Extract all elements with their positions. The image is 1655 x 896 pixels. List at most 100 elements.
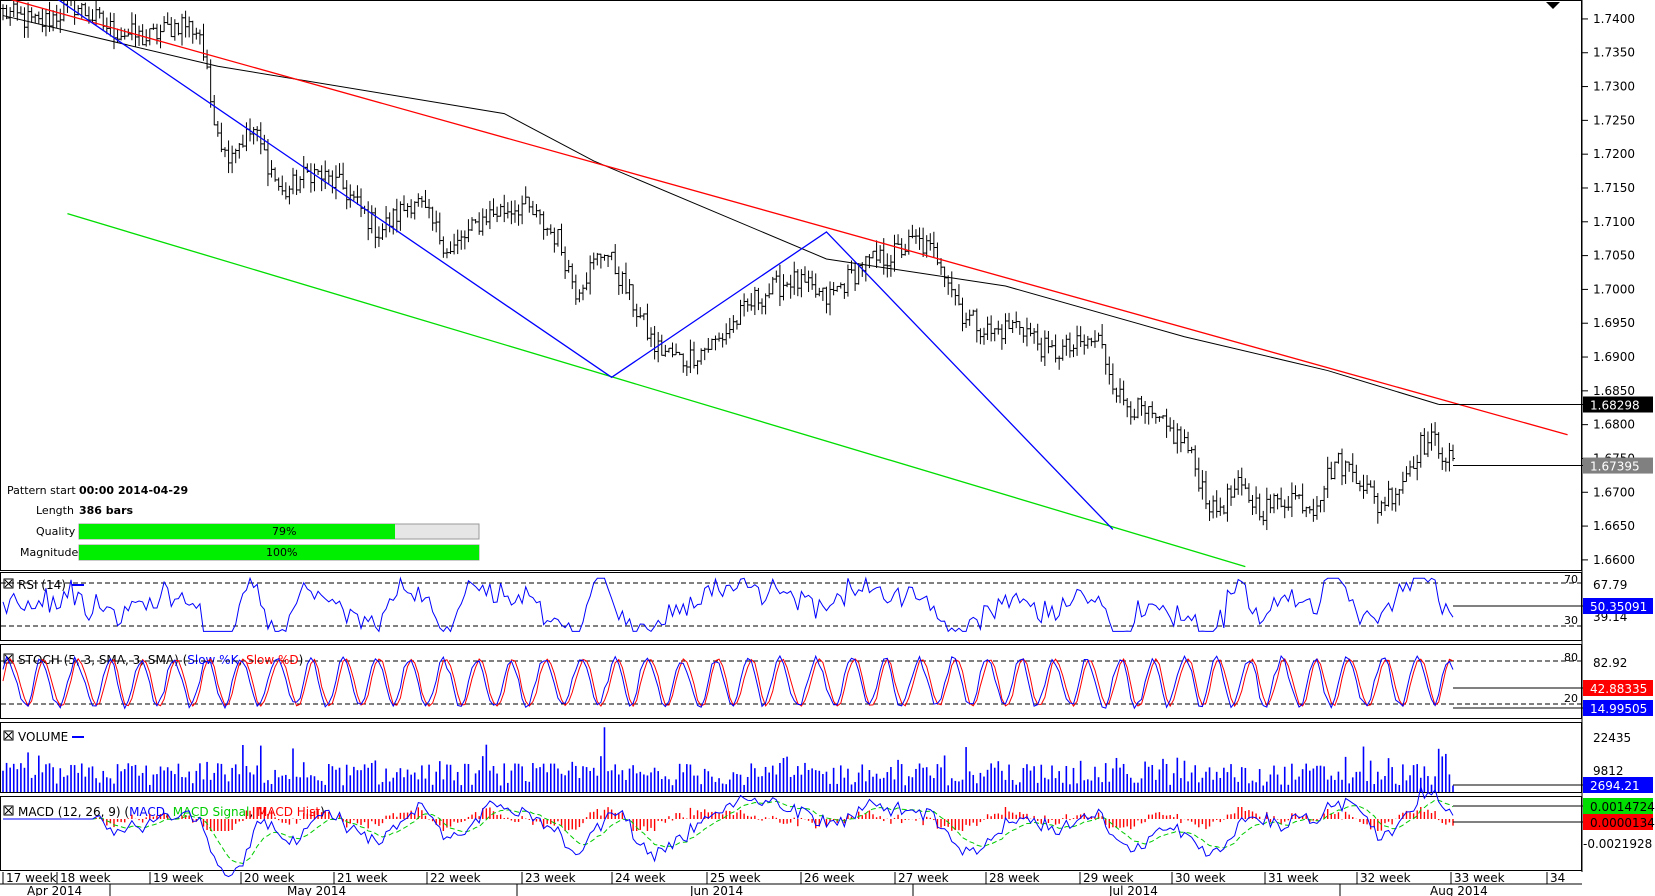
zigzag-line — [57, 0, 1114, 530]
price-tick-label: 1.7400 — [1593, 12, 1635, 26]
stoch-title-suffix: ) — [299, 653, 304, 667]
week-label: 28 week — [989, 871, 1040, 885]
price-tick-label: 1.6950 — [1593, 316, 1635, 330]
week-label: 30 week — [1175, 871, 1226, 885]
ohlc-bar — [69, 0, 72, 7]
stoch-d-label: Slow %D — [246, 653, 299, 667]
price-tick-label: 1.7250 — [1593, 113, 1635, 127]
price-tick-label: 1.7200 — [1593, 147, 1635, 161]
macd-hist-label: MACD Hist — [257, 805, 320, 819]
pattern-length-value: 386 bars — [79, 504, 134, 517]
stoch-d-series — [2, 657, 1454, 708]
week-label: 32 week — [1360, 871, 1411, 885]
volume-axis-label: 9812 — [1593, 764, 1624, 778]
scroll-indicator-icon[interactable] — [1546, 2, 1560, 9]
price-tick-label: 1.6850 — [1593, 384, 1635, 398]
rsi-value-box — [1583, 598, 1653, 614]
rsi-axis-label: 67.79 — [1593, 578, 1627, 592]
week-label: 17 week — [6, 871, 57, 885]
time-axis: 17 week 18 week 19 week 20 week 21 week 22 we… — [0, 871, 1582, 896]
rsi-title: RSI (14) — [18, 578, 66, 592]
volume-value-text: 2694.21 — [1590, 779, 1640, 793]
price-tick-label: 1.7050 — [1593, 249, 1635, 263]
stoch-value-text: 14.99505 — [1590, 702, 1647, 716]
week-label: 27 week — [898, 871, 949, 885]
macd-value-box — [1583, 798, 1653, 814]
price-tick-label: 1.6800 — [1593, 418, 1635, 432]
macd-value-text: 0.0014724 — [1590, 800, 1655, 814]
price-tick-label: 1.7150 — [1593, 181, 1635, 195]
stoch-title-prefix: STOCH (5, 3, SMA, 3, SMA) ( — [18, 653, 187, 667]
stoch-title: STOCH (5, 3, SMA, 3, SMA) (Slow %K, Slow… — [18, 653, 303, 667]
pattern-lines — [10, 0, 1568, 568]
volume-axis-label: 22435 — [1593, 731, 1631, 745]
close-icon — [4, 731, 13, 740]
pattern-start-label: Pattern start — [7, 484, 76, 497]
month-label: Jul 2014 — [1108, 884, 1158, 896]
price-labels: 1.68298 1.67395 — [1438, 396, 1653, 474]
stoch-k-series — [2, 654, 1454, 710]
price-tick-label: 1.6600 — [1593, 553, 1635, 567]
week-label: 31 week — [1268, 871, 1319, 885]
macd-series — [3, 786, 1454, 878]
price-tick-label: 1.7300 — [1593, 80, 1635, 94]
moving-average — [2, 15, 1439, 405]
month-label: Apr 2014 — [27, 884, 82, 896]
week-label: 22 week — [430, 871, 481, 885]
macd-title-prefix: MACD (12, 26, 9) ( — [18, 805, 129, 819]
stoch-level-low-label: 20 — [1564, 692, 1578, 705]
week-label: 21 week — [337, 871, 388, 885]
macd-value-text: 0.0000134 — [1590, 816, 1655, 830]
month-label: Jun 2014 — [689, 884, 743, 896]
stoch-k-label: Slow %K — [187, 653, 239, 667]
price-value-box — [1583, 457, 1653, 474]
rsi-level-low-label: 30 — [1564, 614, 1578, 627]
macd-line-label: MACD — [129, 805, 165, 819]
volume-value-box — [1583, 777, 1653, 793]
stoch-axis-labels: 82.92 42.88335 14.99505 — [1453, 656, 1653, 716]
quality-label: Quality — [36, 525, 76, 538]
macd-value-box — [1583, 814, 1653, 830]
price-tick-label: 1.7000 — [1593, 282, 1635, 296]
price-value-text: 1.67395 — [1590, 460, 1640, 474]
stoch-panel: STOCH (5, 3, SMA, 3, SMA) (Slow %K, Slow… — [1, 651, 1653, 716]
rsi-level-high-label: 70 — [1564, 573, 1578, 586]
quality-value: 79% — [272, 525, 296, 538]
stoch-value-box — [1583, 680, 1653, 696]
magnitude-bar-fill — [79, 545, 479, 560]
week-label: 26 week — [804, 871, 855, 885]
rsi-value-text: 50.35091 — [1590, 600, 1647, 614]
week-label: 20 week — [244, 871, 295, 885]
quality-bar-fill — [79, 524, 395, 539]
upper-trend-line — [10, 0, 1568, 436]
rsi-series — [2, 576, 1454, 633]
price-tick-label: 1.7100 — [1593, 215, 1635, 229]
magnitude-label: Magnitude — [20, 546, 79, 559]
lower-trend-line — [67, 213, 1246, 568]
volume-title: VOLUME — [18, 730, 68, 744]
macd-lines — [3, 786, 1454, 878]
week-label: 24 week — [615, 871, 666, 885]
month-label: Aug 2014 — [1430, 884, 1488, 896]
macd-axis-labels: 0.0014724 0.0000134 -0.0021928 — [1453, 798, 1655, 851]
rsi-line — [2, 576, 1454, 633]
stoch-axis-label: 82.92 — [1593, 656, 1627, 670]
stoch-level-high-label: 80 — [1564, 651, 1578, 664]
macd-signal-series — [3, 799, 1454, 864]
week-label: 25 week — [710, 871, 761, 885]
macd-title: MACD (12, 26, 9) (MACD, MACD Signal, MAC… — [18, 805, 325, 819]
volume-bars — [2, 727, 1454, 792]
macd-sep-1: , — [165, 805, 173, 819]
week-label: 34 — [1550, 871, 1565, 885]
price-value-box — [1583, 396, 1653, 413]
stoch-value-text: 42.88335 — [1590, 682, 1647, 696]
month-label: May 2014 — [287, 884, 346, 896]
week-label: 23 week — [525, 871, 576, 885]
week-label: 19 week — [153, 871, 204, 885]
macd-title-suffix: ) — [320, 805, 325, 819]
